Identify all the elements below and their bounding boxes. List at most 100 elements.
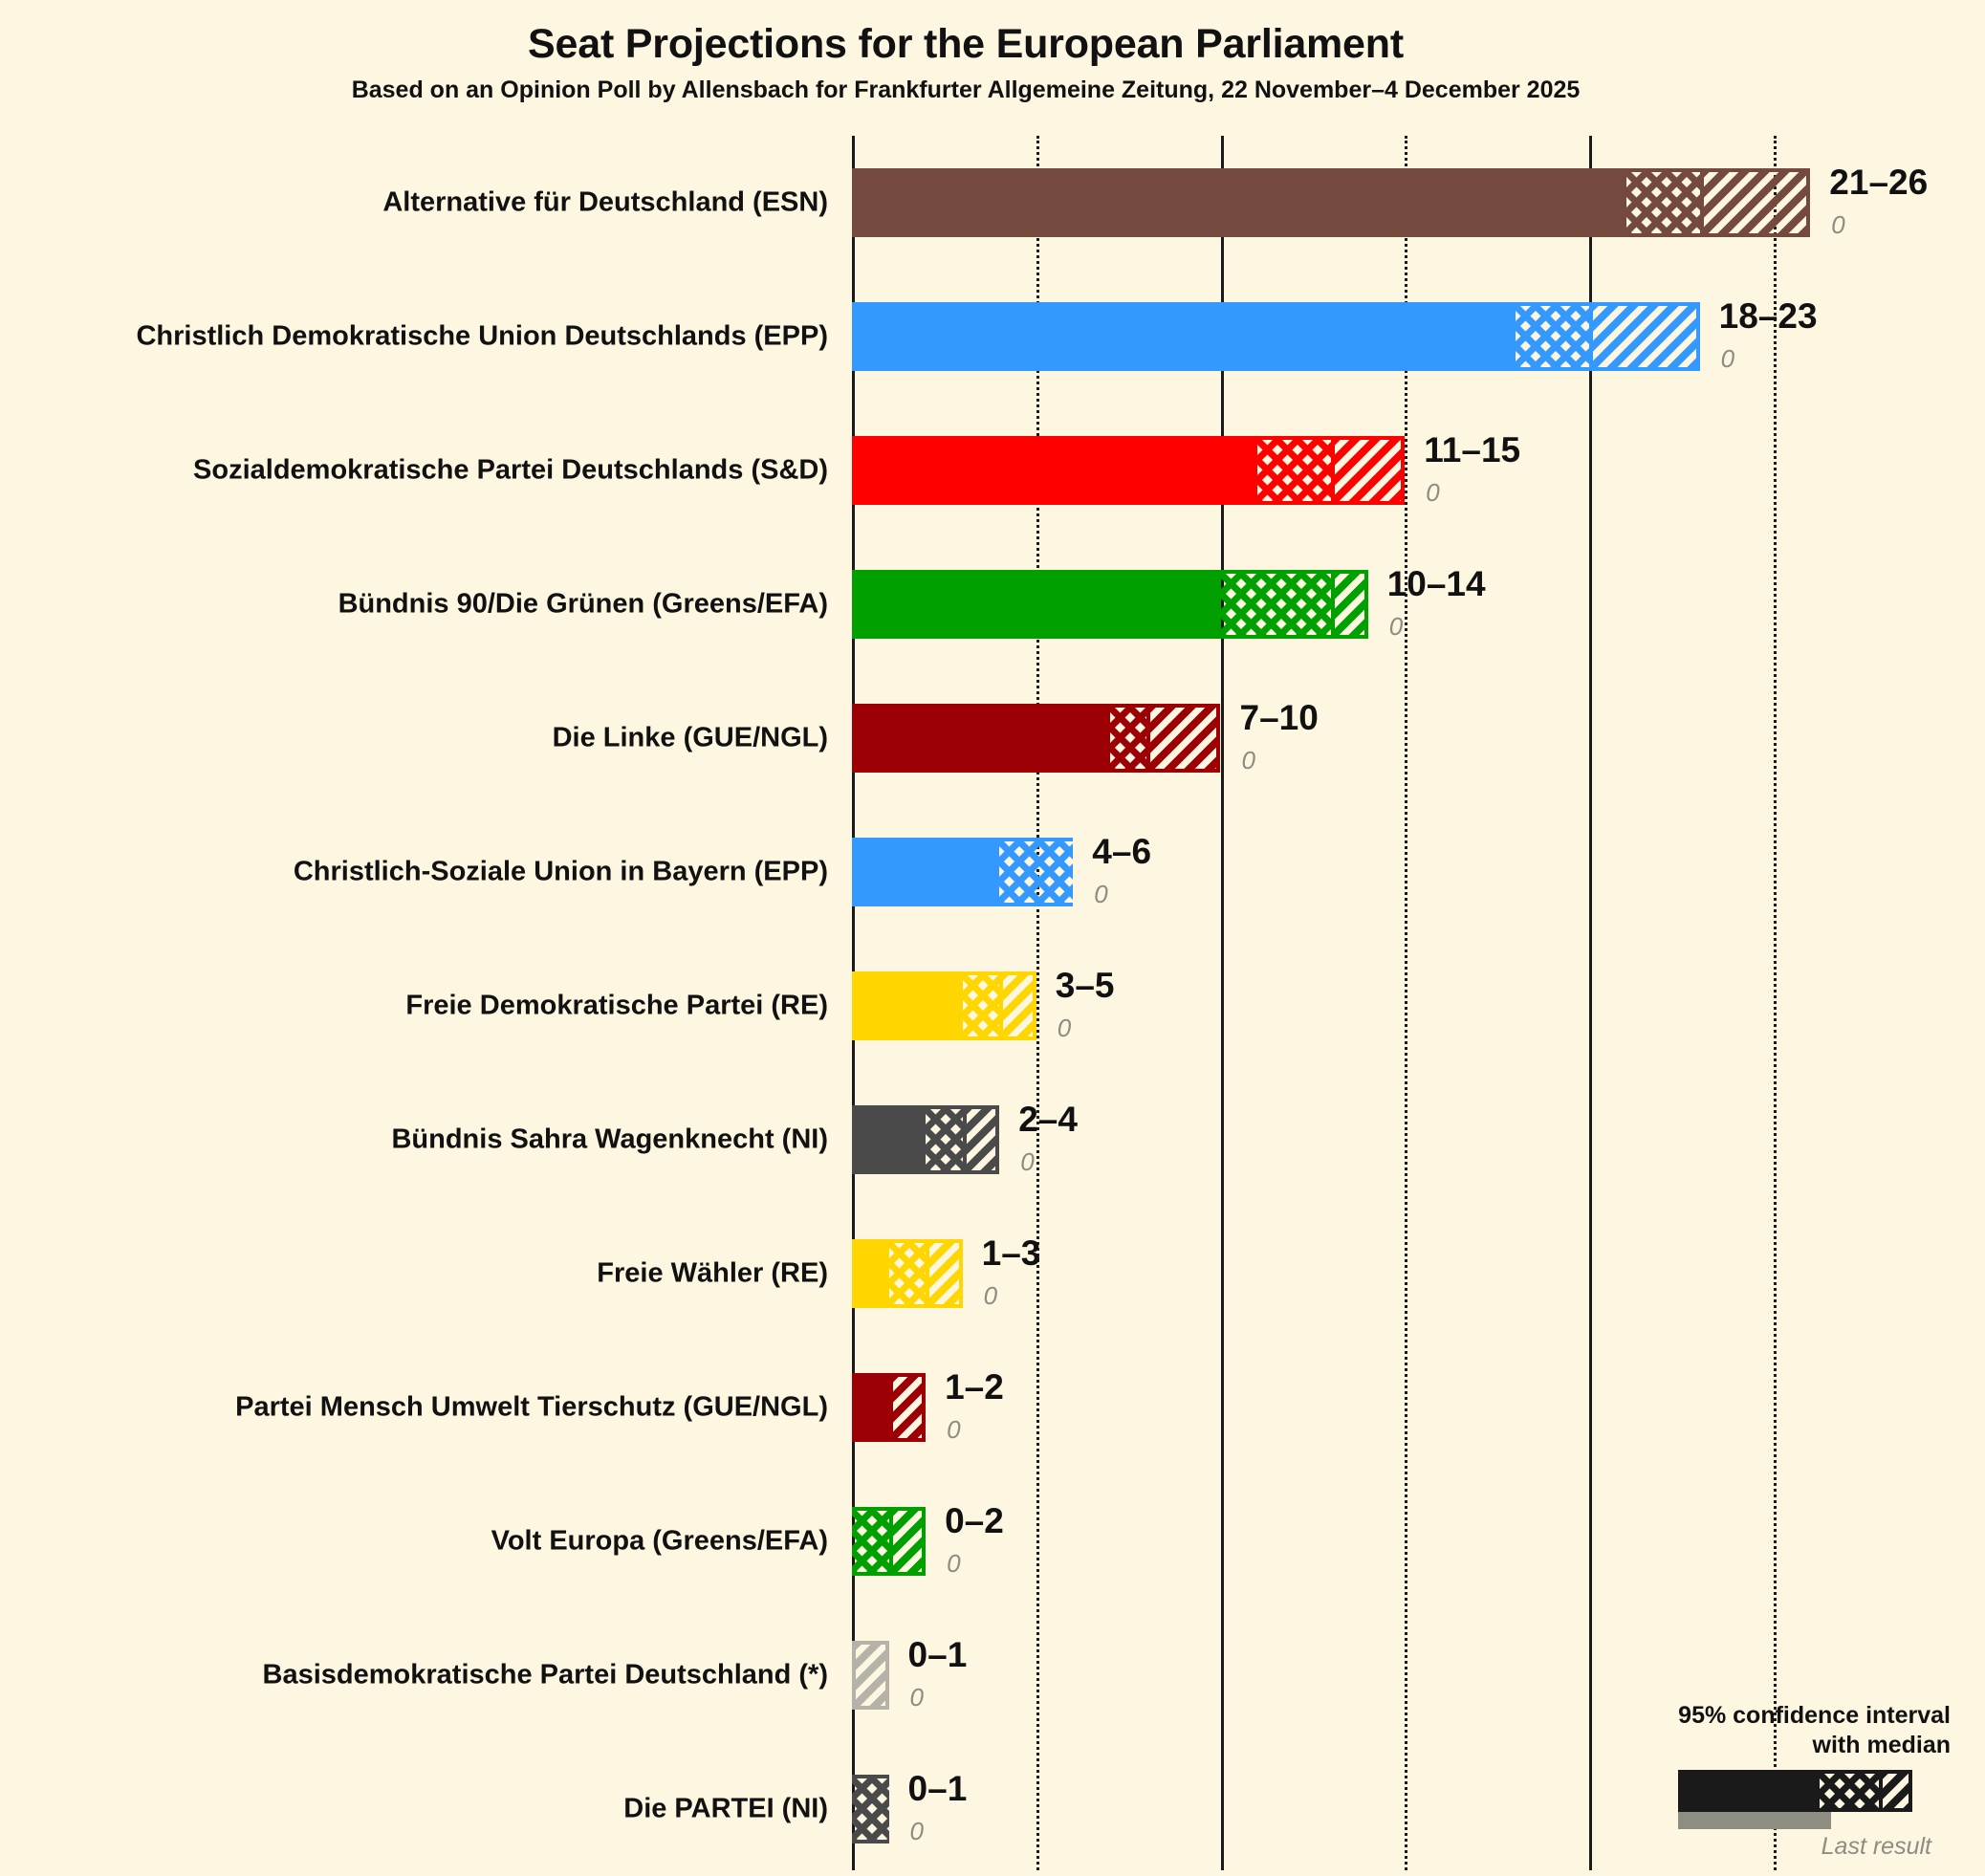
- confidence-interval-bar: [852, 1775, 889, 1843]
- seat-range-value: 18–23: [1718, 296, 1818, 336]
- seat-range-value: 1–3: [981, 1233, 1041, 1273]
- last-result-value: 0: [1831, 210, 1845, 239]
- last-result-value: 0: [983, 1281, 998, 1310]
- bar-segment-lower-bound: [852, 1239, 889, 1308]
- bar-segment-lower-bound: [852, 971, 963, 1040]
- confidence-interval-bar: [852, 1641, 889, 1710]
- chart-row: Partei Mensch Umwelt Tierschutz (GUE/NGL…: [0, 1341, 1985, 1474]
- bar-segment-upper-bound: [852, 1641, 889, 1710]
- last-result-value: 0: [1020, 1147, 1035, 1176]
- seat-range-value: 2–4: [1018, 1100, 1078, 1139]
- party-label: Die Linke (GUE/NGL): [552, 722, 828, 753]
- legend-interval-bar: [1678, 1770, 1912, 1812]
- last-result-value: 0: [1720, 344, 1735, 373]
- minor-gridline-15: [1405, 136, 1408, 1870]
- party-label: Volt Europa (Greens/EFA): [491, 1525, 828, 1557]
- seat-range-value: 0–2: [945, 1501, 1004, 1540]
- legend-caption-line2: with median: [1812, 1731, 1951, 1758]
- confidence-interval-bar: [852, 570, 1368, 639]
- bar-segment-to-median: [999, 838, 1074, 906]
- party-label: Bündnis 90/Die Grünen (Greens/EFA): [338, 588, 828, 620]
- confidence-interval-bar: [852, 436, 1406, 505]
- bar-segment-lower-bound: [852, 1373, 889, 1442]
- bar-segment-lower-bound: [852, 838, 1000, 906]
- bar-segment-to-median: [962, 971, 1000, 1040]
- bar-segment-to-median: [926, 1105, 963, 1174]
- last-result-value: 0: [947, 1549, 961, 1578]
- bar-segment-lower-bound: [852, 302, 1516, 371]
- chart-row: Basisdemokratische Partei Deutschland (*…: [0, 1608, 1985, 1742]
- bar-segment-upper-bound: [1699, 168, 1811, 237]
- last-result-value: 0: [1388, 612, 1404, 641]
- chart-row: Christlich Demokratische Union Deutschla…: [0, 270, 1985, 404]
- seat-range-value: 11–15: [1424, 430, 1521, 469]
- party-label: Partei Mensch Umwelt Tierschutz (GUE/NGL…: [235, 1391, 828, 1423]
- chart-row: Bündnis Sahra Wagenknecht (NI) 2–4 0: [0, 1073, 1985, 1207]
- bar-segment-to-median: [888, 1239, 927, 1308]
- bar-segment-lower-bound: [852, 570, 1221, 639]
- chart-row: Freie Wähler (RE) 1–3 0: [0, 1207, 1985, 1341]
- bar-segment-upper-bound: [1146, 704, 1221, 773]
- minor-gridline-5: [1036, 136, 1039, 1870]
- bar-segment-upper-bound: [888, 1507, 927, 1576]
- confidence-interval-bar: [852, 704, 1221, 773]
- chart-row: Sozialdemokratische Partei Deutschlands …: [0, 404, 1985, 537]
- chart-row: Christlich-Soziale Union in Bayern (EPP)…: [0, 805, 1985, 939]
- legend-caption: 95% confidence interval with median: [1606, 1701, 1951, 1761]
- major-gridline-20: [1589, 136, 1592, 1870]
- chart-row: Die Linke (GUE/NGL) 7–10 0: [0, 671, 1985, 805]
- confidence-interval-bar: [852, 1507, 927, 1576]
- seat-range-value: 0–1: [907, 1769, 968, 1808]
- bar-segment-upper-bound: [926, 1239, 963, 1308]
- bar-segment-upper-bound: [962, 1105, 1000, 1174]
- bar-segment-lower-bound: [852, 704, 1110, 773]
- seat-range-value: 10–14: [1386, 564, 1486, 603]
- party-label: Christlich-Soziale Union in Bayern (EPP): [293, 856, 828, 887]
- party-label: Die PARTEI (NI): [623, 1793, 828, 1824]
- legend-caption-line1: 95% confidence interval: [1678, 1701, 1951, 1729]
- confidence-interval-bar: [852, 1105, 1000, 1174]
- bar-segment-to-median: [1109, 704, 1147, 773]
- party-label: Christlich Demokratische Union Deutschla…: [136, 320, 828, 352]
- bar-segment-to-median: [1257, 436, 1332, 505]
- seat-range-value: 3–5: [1055, 966, 1115, 1005]
- bar-segment-upper-bound: [1331, 570, 1368, 639]
- legend-diagonal-segment: [1879, 1770, 1912, 1812]
- chart-row: Freie Demokratische Partei (RE) 3–5 0: [0, 939, 1985, 1073]
- chart-row: Volt Europa (Greens/EFA) 0–2 0: [0, 1474, 1985, 1608]
- chart-legend: 95% confidence interval with median Last…: [1606, 1701, 1951, 1862]
- seat-range-value: 4–6: [1092, 832, 1152, 871]
- bar-segment-to-median: [1220, 570, 1332, 639]
- seat-range-value: 7–10: [1239, 698, 1319, 737]
- party-label: Freie Wähler (RE): [597, 1257, 828, 1289]
- bar-segment-lower-bound: [852, 1105, 927, 1174]
- last-result-value: 0: [947, 1415, 961, 1444]
- party-label: Sozialdemokratische Partei Deutschlands …: [193, 454, 828, 486]
- seat-range-value: 21–26: [1829, 163, 1929, 202]
- last-result-value: 0: [1094, 880, 1108, 908]
- page-title: Seat Projections for the European Parlia…: [528, 21, 1404, 67]
- last-result-value: 0: [909, 1683, 925, 1712]
- bar-segment-lower-bound: [852, 436, 1258, 505]
- last-result-value: 0: [1057, 1014, 1072, 1042]
- chart-row: Bündnis 90/Die Grünen (Greens/EFA) 10–14 0: [0, 537, 1985, 671]
- confidence-interval-bar: [852, 971, 1036, 1040]
- bar-segment-to-median: [852, 1775, 889, 1843]
- legend-last-result-bar: [1678, 1812, 1831, 1829]
- bar-segment-to-median: [1515, 302, 1589, 371]
- party-label: Bündnis Sahra Wagenknecht (NI): [391, 1123, 828, 1155]
- major-gridline-10: [1220, 136, 1224, 1870]
- confidence-interval-bar: [852, 1373, 927, 1442]
- seat-range-value: 0–1: [907, 1635, 968, 1674]
- last-result-value: 0: [1426, 478, 1440, 507]
- chart-subtitle: Based on an Opinion Poll by Allensbach f…: [351, 76, 1581, 103]
- bar-segment-upper-bound: [888, 1373, 927, 1442]
- legend-solid-segment: [1678, 1770, 1820, 1812]
- minor-gridline-25: [1773, 136, 1777, 1870]
- legend-last-result-label: Last result: [1821, 1833, 1931, 1860]
- confidence-interval-bar: [852, 1239, 963, 1308]
- chart-row: Die PARTEI (NI) 0–1 0: [0, 1742, 1985, 1876]
- bar-segment-upper-bound: [1589, 302, 1700, 371]
- confidence-interval-bar: [852, 302, 1700, 371]
